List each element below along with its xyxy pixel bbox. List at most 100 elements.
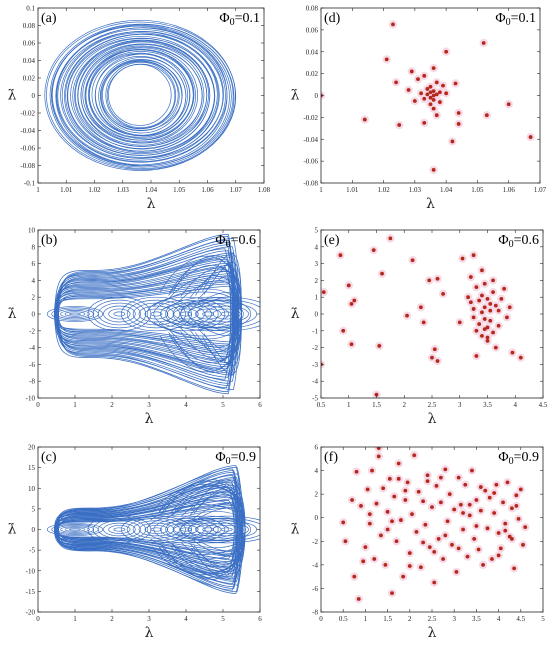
trajectory-loop bbox=[57, 248, 231, 380]
y-tick-label: 10 bbox=[28, 227, 36, 235]
panel-label: (b) bbox=[41, 233, 58, 248]
trajectory-orbit bbox=[144, 308, 169, 320]
trajectory-orbit bbox=[212, 525, 241, 534]
scatter-point bbox=[488, 308, 493, 313]
trajectory-orbit bbox=[103, 522, 136, 537]
plot-area bbox=[321, 234, 525, 398]
trajectory-orbit bbox=[49, 23, 235, 169]
trajectory-orbit bbox=[180, 527, 192, 532]
trajectory-loop bbox=[55, 242, 235, 386]
scatter-point bbox=[359, 504, 363, 508]
panel-c: 0 1 2 3 4 5 6 -20 -15 -10 -5 0 5 10 15 20 λ λ̇ (c) Φ0=0.9 bbox=[8, 444, 263, 642]
scatter-point bbox=[427, 545, 432, 550]
trajectory-orbit bbox=[220, 527, 233, 532]
y-tick-label: -0.08 bbox=[303, 180, 318, 188]
scatter-point bbox=[434, 113, 439, 118]
x-axis-label: λ bbox=[145, 411, 154, 427]
scatter-point bbox=[441, 291, 445, 296]
x-tick-label: 2 bbox=[110, 615, 114, 623]
x-tick-label: 1.5 bbox=[383, 615, 392, 623]
trajectory-orbit bbox=[204, 305, 249, 323]
scatter-point bbox=[412, 99, 417, 103]
scatter-point bbox=[422, 96, 427, 101]
scatter-point bbox=[470, 468, 474, 473]
y-tick-label: -4 bbox=[29, 344, 35, 352]
x-tick-label: 1.01 bbox=[346, 186, 359, 194]
scatter-point bbox=[505, 480, 510, 485]
scatter-point bbox=[349, 302, 354, 306]
trajectory-orbit bbox=[74, 40, 209, 149]
y-tick-label: -2 bbox=[312, 344, 318, 352]
scatter-point bbox=[503, 521, 508, 526]
scatter-point bbox=[480, 268, 484, 273]
trajectory-loop bbox=[57, 486, 235, 573]
x-tick-label: 1.07 bbox=[230, 186, 243, 194]
trajectory-loop bbox=[55, 465, 242, 594]
x-tick-label: 1 bbox=[364, 615, 368, 623]
x-tick-label: 1.02 bbox=[88, 186, 101, 194]
plot-area bbox=[46, 233, 260, 395]
panel-label: (c) bbox=[41, 450, 57, 465]
scatter-point bbox=[376, 447, 381, 451]
y-tick-label: 2 bbox=[315, 491, 319, 499]
x-tick-label: 3 bbox=[147, 401, 151, 409]
plot-area bbox=[44, 19, 237, 171]
scatter-point bbox=[370, 468, 374, 473]
panel-d: 1 1.01 1.02 1.03 1.04 1.05 1.06 1.07 -0.08 -0.06 -… bbox=[291, 5, 547, 213]
x-tick-label: 0.5 bbox=[317, 401, 326, 409]
scatter-point bbox=[367, 521, 372, 526]
scatter-point bbox=[488, 318, 493, 323]
scatter-point bbox=[321, 290, 326, 295]
scatter-point bbox=[374, 501, 379, 506]
x-tick-label: 1.08 bbox=[258, 186, 271, 194]
y-tick-label: 5 bbox=[315, 227, 319, 235]
x-tick-label: 1.04 bbox=[145, 186, 158, 194]
scatter-point bbox=[350, 498, 354, 502]
scatter-point bbox=[490, 557, 494, 561]
scatter-point bbox=[512, 566, 517, 571]
x-tick-label: 4.5 bbox=[539, 401, 548, 409]
trajectory-loop bbox=[57, 244, 236, 384]
x-tick-label: 1 bbox=[73, 401, 77, 409]
scatter-point bbox=[471, 307, 476, 311]
x-tick-label: 4 bbox=[497, 615, 501, 623]
scatter-point bbox=[431, 66, 436, 71]
scatter-point bbox=[496, 308, 501, 313]
scatter-point bbox=[371, 248, 376, 253]
scatter-point bbox=[431, 97, 436, 102]
scatter-point bbox=[507, 305, 512, 310]
y-tick-label: -4 bbox=[312, 378, 318, 386]
scatter-point bbox=[478, 508, 483, 513]
panel-f: 0 0.5 1 1.5 2 2.5 3 3.5 4 4.5 5 -8 -6 -4 -2 0 2 4 6 λ λ̇ (f) Φ… bbox=[291, 444, 546, 642]
scatter-point bbox=[444, 49, 449, 54]
y-tick-label: -6 bbox=[312, 585, 318, 593]
scatter-point bbox=[510, 506, 514, 511]
x-tick-label: 4 bbox=[184, 401, 188, 409]
axes-frame bbox=[320, 229, 544, 399]
y-tick-label: 0 bbox=[315, 514, 319, 522]
trajectory-orbit bbox=[187, 305, 229, 323]
y-tick-label: -10 bbox=[26, 567, 36, 575]
trajectory-orbit bbox=[165, 296, 252, 332]
scatter-point bbox=[390, 591, 394, 596]
scatter-point bbox=[405, 313, 409, 318]
scatter-point bbox=[474, 285, 479, 290]
y-tick-label: 0 bbox=[32, 526, 36, 534]
trajectory-orbit bbox=[220, 311, 233, 317]
scatter-point bbox=[438, 475, 443, 480]
scatter-point bbox=[437, 100, 442, 104]
scatter-point bbox=[491, 290, 495, 295]
scatter-point bbox=[447, 492, 452, 497]
scatter-point bbox=[498, 546, 503, 551]
scatter-point bbox=[510, 350, 515, 355]
scatter-point bbox=[421, 320, 426, 325]
scatter-point bbox=[341, 520, 346, 525]
trajectory-orbit bbox=[180, 311, 192, 317]
trajectory-orbit bbox=[120, 515, 192, 544]
scatter-point bbox=[396, 461, 401, 466]
scatter-point bbox=[518, 355, 523, 360]
scatter-point bbox=[474, 354, 479, 358]
trajectory-orbit bbox=[97, 520, 141, 539]
x-tick-label: 1.06 bbox=[503, 186, 516, 194]
trajectory-orbit bbox=[46, 306, 104, 322]
